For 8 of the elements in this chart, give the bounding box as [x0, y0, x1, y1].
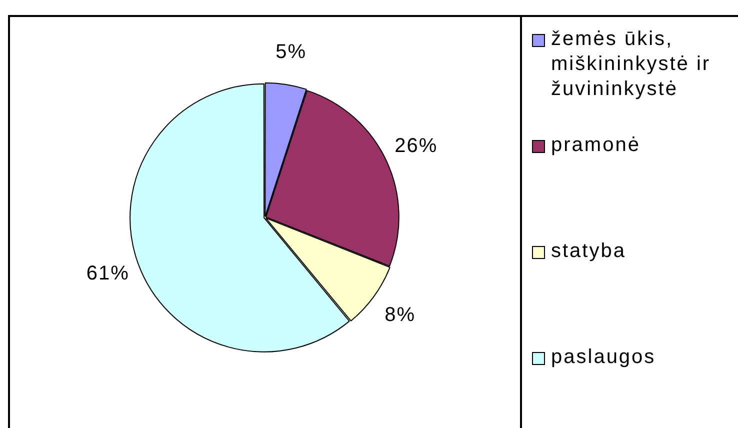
data-label: 26% [394, 134, 438, 157]
data-label: 61% [86, 262, 130, 285]
legend-label: statyba [551, 239, 627, 264]
legend-label: paslaugos [551, 345, 657, 370]
legend-label: žemės ūkis, miškininkystė ir žuvininkystė [551, 27, 712, 102]
data-label: 5% [276, 41, 307, 64]
data-label: 8% [384, 304, 416, 326]
legend-label: pramonė [551, 133, 642, 158]
